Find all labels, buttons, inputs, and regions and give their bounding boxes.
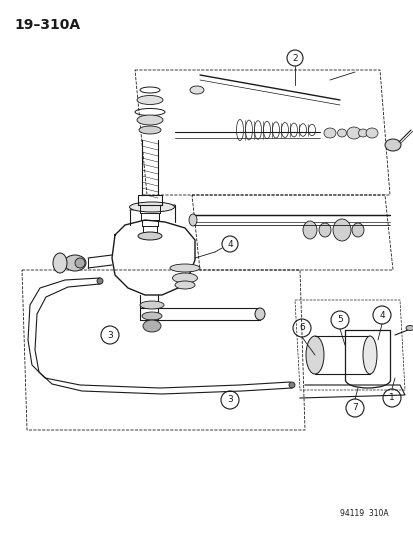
Text: 5: 5 bbox=[336, 316, 342, 325]
Text: 3: 3 bbox=[107, 330, 113, 340]
Ellipse shape bbox=[305, 336, 323, 374]
Ellipse shape bbox=[140, 301, 164, 309]
Ellipse shape bbox=[75, 258, 85, 268]
Ellipse shape bbox=[323, 128, 335, 138]
Ellipse shape bbox=[129, 202, 174, 212]
Ellipse shape bbox=[137, 95, 163, 104]
Ellipse shape bbox=[97, 278, 103, 284]
Ellipse shape bbox=[337, 129, 346, 137]
Ellipse shape bbox=[137, 115, 163, 125]
Ellipse shape bbox=[254, 308, 264, 320]
Ellipse shape bbox=[288, 382, 294, 388]
Ellipse shape bbox=[362, 336, 376, 374]
Ellipse shape bbox=[170, 264, 199, 272]
Text: 4: 4 bbox=[227, 239, 232, 248]
Ellipse shape bbox=[142, 320, 161, 332]
Ellipse shape bbox=[138, 232, 161, 240]
Ellipse shape bbox=[365, 128, 377, 138]
Ellipse shape bbox=[405, 326, 413, 330]
Ellipse shape bbox=[351, 223, 363, 237]
Text: 4: 4 bbox=[378, 311, 384, 319]
Ellipse shape bbox=[318, 223, 330, 237]
Ellipse shape bbox=[358, 129, 367, 137]
Ellipse shape bbox=[384, 139, 400, 151]
Text: 3: 3 bbox=[227, 395, 232, 405]
Ellipse shape bbox=[190, 86, 204, 94]
Ellipse shape bbox=[64, 255, 86, 271]
Text: 19–310A: 19–310A bbox=[14, 18, 80, 32]
Ellipse shape bbox=[53, 253, 67, 273]
Ellipse shape bbox=[172, 273, 197, 283]
Ellipse shape bbox=[142, 312, 161, 320]
Ellipse shape bbox=[189, 214, 197, 226]
Ellipse shape bbox=[175, 281, 195, 289]
Text: 7: 7 bbox=[351, 403, 357, 413]
Ellipse shape bbox=[139, 126, 161, 134]
Ellipse shape bbox=[346, 127, 360, 139]
Text: 2: 2 bbox=[292, 53, 297, 62]
Ellipse shape bbox=[302, 221, 316, 239]
Text: 1: 1 bbox=[388, 393, 394, 402]
Ellipse shape bbox=[332, 219, 350, 241]
Text: 94119  310A: 94119 310A bbox=[339, 509, 388, 518]
Text: 6: 6 bbox=[299, 324, 304, 333]
